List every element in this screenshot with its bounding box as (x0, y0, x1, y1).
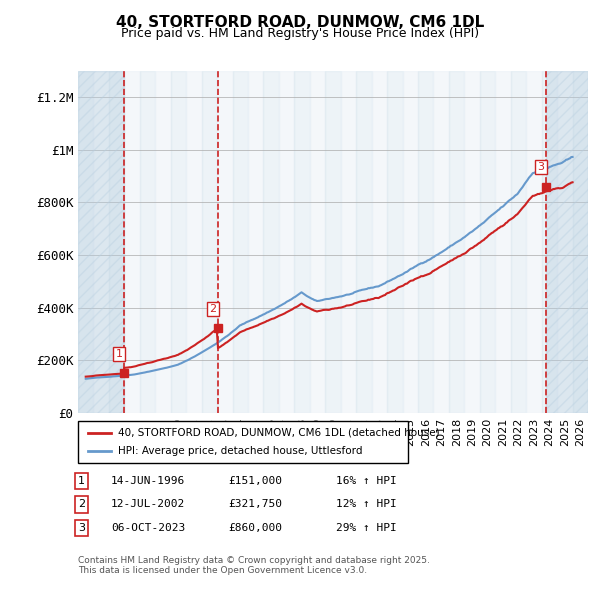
Bar (480, 71, 495, 413)
Bar (526, 71, 542, 413)
Text: 12% ↑ HPI: 12% ↑ HPI (336, 500, 397, 509)
Text: 2: 2 (209, 304, 217, 314)
Text: 2: 2 (78, 500, 85, 509)
Text: 16% ↑ HPI: 16% ↑ HPI (336, 476, 397, 486)
Text: HPI: Average price, detached house, Uttlesford: HPI: Average price, detached house, Uttl… (118, 446, 362, 456)
Bar (155, 71, 171, 413)
Bar (202, 71, 217, 413)
Bar (78, 71, 124, 413)
Text: £151,000: £151,000 (228, 476, 282, 486)
Bar (233, 71, 248, 413)
Text: 40, STORTFORD ROAD, DUNMOW, CM6 1DL (detached house): 40, STORTFORD ROAD, DUNMOW, CM6 1DL (det… (118, 428, 439, 438)
Bar (109, 71, 124, 413)
Bar (263, 71, 279, 413)
Bar (542, 71, 557, 413)
Bar (217, 71, 233, 413)
FancyBboxPatch shape (78, 421, 408, 463)
Bar (186, 71, 202, 413)
Text: Contains HM Land Registry data © Crown copyright and database right 2025.
This d: Contains HM Land Registry data © Crown c… (78, 556, 430, 575)
Text: 40, STORTFORD ROAD, DUNMOW, CM6 1DL: 40, STORTFORD ROAD, DUNMOW, CM6 1DL (116, 15, 484, 30)
Bar (418, 71, 433, 413)
Bar (403, 71, 418, 413)
Bar (371, 71, 387, 413)
Bar (572, 71, 588, 413)
Bar (433, 71, 449, 413)
Bar (295, 71, 310, 413)
Text: 14-JUN-1996: 14-JUN-1996 (111, 476, 185, 486)
Bar (495, 71, 511, 413)
Bar (546, 71, 588, 413)
Bar (387, 71, 403, 413)
Text: 29% ↑ HPI: 29% ↑ HPI (336, 523, 397, 533)
Bar (356, 71, 371, 413)
Text: 1: 1 (115, 349, 122, 359)
Text: 12-JUL-2002: 12-JUL-2002 (111, 500, 185, 509)
Text: Price paid vs. HM Land Registry's House Price Index (HPI): Price paid vs. HM Land Registry's House … (121, 27, 479, 40)
Bar (78, 71, 94, 413)
Bar (140, 71, 155, 413)
Bar (279, 71, 295, 413)
Text: 1: 1 (78, 476, 85, 486)
Bar (171, 71, 186, 413)
Text: £321,750: £321,750 (228, 500, 282, 509)
Bar (511, 71, 526, 413)
Bar (341, 71, 356, 413)
Bar (248, 71, 263, 413)
Text: 06-OCT-2023: 06-OCT-2023 (111, 523, 185, 533)
Bar (124, 71, 140, 413)
Bar (325, 71, 341, 413)
Bar (94, 71, 109, 413)
Bar (557, 71, 572, 413)
Bar (464, 71, 480, 413)
Text: £860,000: £860,000 (228, 523, 282, 533)
Bar (310, 71, 325, 413)
Text: 3: 3 (78, 523, 85, 533)
Bar (449, 71, 464, 413)
Text: 3: 3 (538, 162, 545, 172)
